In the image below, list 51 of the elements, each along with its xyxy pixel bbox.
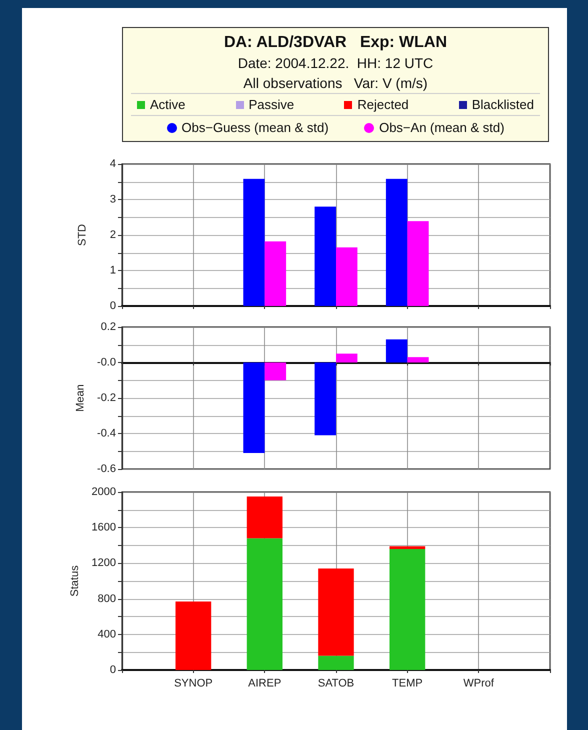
bar	[246, 496, 282, 538]
bar	[318, 656, 354, 670]
x-tick-label: AIREP	[248, 678, 282, 690]
x-tick-label: SATOB	[318, 678, 354, 690]
chart-title: DA: ALD/3DVAR Exp: WLAN	[222, 33, 448, 53]
legend-label: Active	[150, 96, 186, 113]
bar	[336, 354, 358, 362]
chart-subtitle: Date: 2004.12.22. HH: 12 UTC All observations Var: V (m/s)	[236, 54, 434, 93]
y-tick-label: -0.6	[97, 463, 116, 475]
bar	[264, 241, 286, 306]
y-tick-label: 2	[110, 229, 116, 241]
bar	[264, 362, 286, 380]
bar	[318, 568, 354, 656]
bar	[243, 362, 265, 454]
y-tick-label: 2000	[92, 486, 116, 498]
y-tick-label: 0	[110, 664, 116, 676]
x-tick-label: TEMP	[392, 678, 423, 690]
bar	[314, 206, 336, 306]
legend-label: Obs−Guess (mean & std)	[182, 119, 329, 136]
y-tick-label: 1	[110, 264, 116, 276]
bar	[246, 538, 282, 670]
legend-label: Rejected	[357, 96, 409, 113]
y-tick-label: 3	[110, 194, 116, 206]
y-tick-label: 800	[98, 592, 116, 605]
y-tick-label: 0.2	[100, 321, 116, 333]
y-tick-label: -0.2	[97, 392, 116, 404]
y-axis-title: Mean	[74, 384, 87, 412]
legend-label: Blacklisted	[472, 96, 534, 113]
bar	[386, 178, 408, 306]
y-tick-label: 4	[110, 158, 116, 170]
bar	[176, 601, 212, 670]
y-tick-label: -0.0	[97, 356, 116, 368]
x-tick-label: SYNOP	[174, 678, 213, 690]
bar	[407, 357, 429, 362]
legend-label: Obs−An (mean & std)	[379, 119, 504, 136]
x-tick-label: WProf	[463, 678, 495, 690]
bar	[243, 178, 265, 306]
legend-label: Passive	[248, 96, 294, 113]
y-tick-label: 1200	[92, 557, 116, 570]
y-tick-label: 400	[98, 628, 116, 640]
bar	[314, 362, 336, 436]
y-axis-title: Status	[69, 564, 82, 597]
bar	[407, 221, 429, 306]
bar	[390, 546, 426, 549]
y-axis-title: STD	[76, 224, 88, 246]
y-tick-label: 1600	[92, 522, 116, 534]
bar	[386, 339, 408, 362]
bar	[390, 548, 426, 670]
bar	[336, 247, 358, 306]
y-tick-label: 0	[110, 300, 116, 312]
y-tick-label: -0.4	[97, 428, 116, 440]
